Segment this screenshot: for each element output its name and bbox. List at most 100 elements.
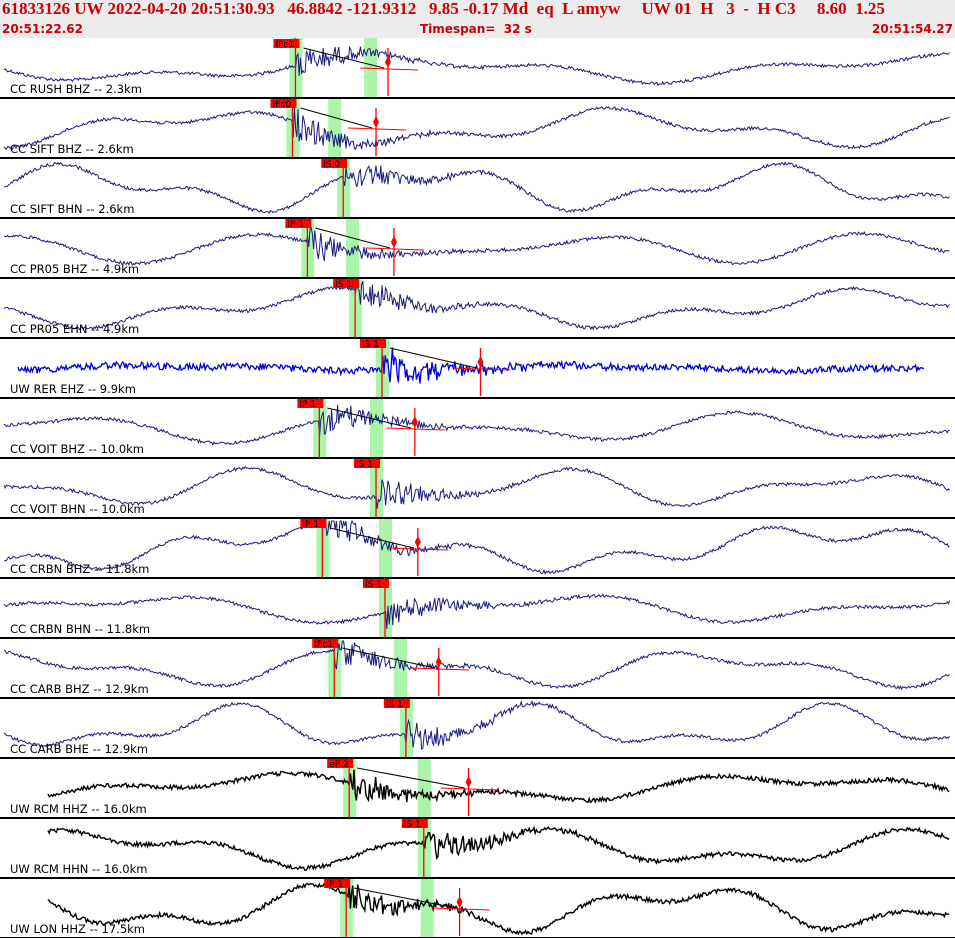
coda-diamond [435,656,442,668]
trace-label: CC SIFT BHZ -- 2.6km [10,142,134,156]
phase-window [378,518,392,578]
phase-pick-box [300,519,327,528]
phase-pick-box [401,819,428,828]
coda-duration-line [386,427,445,431]
phase-pick-box [297,399,324,408]
coda-diamond [477,356,484,368]
phase-pick-label: IPc1 [275,40,294,50]
coda-decay-curve [315,227,391,249]
phase-pick-label: IS 1 [356,460,373,470]
trace-label: CC VOIT BHZ -- 10.0km [10,442,144,456]
trace-label: UW RCM HHZ -- 16.0km [10,802,147,816]
trace-row[interactable]: IS 1 CC VOIT BHN -- 10.0km [0,458,955,519]
phase-pick-box [312,639,339,648]
phase-pick-label: IS 1 [386,700,403,710]
seismogram-line [3,465,950,509]
phase-window [370,398,384,458]
coda-decay-curve [327,407,411,429]
coda-decay-curve [354,887,456,909]
trace-row[interactable]: IP 1 UW LON HHZ -- 17.5km [0,878,955,938]
waveform-panel[interactable]: IPc1 CC RUSH BHZ -- 2.3km IPc0 CC SIFT BHZ … [0,38,955,938]
phase-window [346,218,360,278]
phase-pick-label: IP 1 [287,220,304,230]
coda-duration-line [440,787,499,791]
phase-pick-box [321,159,348,168]
coda-duration-line [410,667,469,671]
phase-pick-label: IPc1 [314,640,333,650]
trace-row[interactable]: IS 1 CC PR05 EHN -- 4.9km [0,278,955,339]
phase-pick-box [273,39,300,48]
phase-pick-label: IS 1 [404,820,421,830]
coda-duration-line [365,247,424,251]
trace-label: CC VOIT BHN -- 10.0km [10,502,145,516]
phase-pick-box [270,99,297,108]
trace-row[interactable]: IS 1 CC CARB BHE -- 12.9km [0,698,955,759]
seismogram-line [3,699,951,750]
coda-decay-curve [330,527,414,549]
coda-decay-curve [342,647,435,669]
coda-diamond [456,896,463,908]
phase-pick-label: IP 1 [302,520,319,530]
trace-row[interactable]: IP 1 CC PR05 BHZ -- 4.9km [0,218,955,279]
seismogram-line [47,881,950,936]
trace-row[interactable]: IP 1 CC VOIT BHZ -- 10.0km [0,398,955,459]
event-header: 61833126 UW 2022-04-20 20:51:30.93 46.88… [0,0,955,38]
phase-pick-box [285,219,312,228]
coda-duration-line [452,367,511,371]
seismogram-line [3,226,950,266]
seismogram-line [47,769,950,805]
trace-row[interactable]: IPc1 CC CARB BHZ -- 12.9km [0,638,955,699]
phase-pick-label: IS 1 [362,340,379,350]
phase-window [417,758,431,818]
coda-decay-curve [300,107,373,129]
trace-label: CC CARB BHE -- 12.9km [10,742,148,756]
seismogram-line [3,593,951,629]
seismogram-line [3,106,950,151]
phase-pick-box [354,459,381,468]
trace-label: CC PR05 EHN -- 4.9km [10,322,139,336]
phase-window [328,98,342,158]
trace-row[interactable]: IS 1 CC CRBN BHN -- 11.8km [0,578,955,639]
phase-pick-box [362,579,389,588]
trace-row[interactable]: IPc0 CC SIFT BHZ -- 2.6km [0,98,955,159]
window-start-time: 20:51:22.62 [2,22,83,36]
coda-decay-curve [357,767,465,789]
coda-duration-line [431,907,490,911]
seismogram-line [3,161,950,214]
timespan-label: Timespan= 32 s [420,22,532,36]
phase-pick-label: IS 0 [323,160,340,170]
coda-diamond [384,56,391,68]
trace-row[interactable]: IS 1 UW RCM HHN -- 16.0km [0,818,955,879]
trace-label: CC SIFT BHN -- 2.6km [10,202,134,216]
coda-diamond [373,116,380,128]
trace-row[interactable]: eP 2 UW RCM HHZ -- 16.0km [0,758,955,819]
coda-diamond [390,236,397,248]
phase-pick-label: IS 1 [365,580,382,590]
phase-pick-box [327,759,354,768]
phase-window [420,878,434,938]
trace-row[interactable]: IS 1 UW RER EHZ -- 9.9km [0,338,955,399]
phase-pick-box [360,339,386,348]
coda-diamond [414,536,421,548]
trace-row[interactable]: IP 1 CC CRBN BHZ -- 11.8km [0,518,955,579]
phase-pick-box [324,879,351,888]
trace-label: CC CRBN BHN -- 11.8km [10,622,150,636]
trace-label: UW LON HHZ -- 17.5km [10,922,145,936]
seismogram-line [3,280,950,331]
trace-row[interactable]: IS 0 CC SIFT BHN -- 2.6km [0,158,955,219]
coda-duration-line [348,127,407,131]
trace-label: CC PR05 BHZ -- 4.9km [10,262,139,276]
seismogram-line [3,519,950,575]
trace-label: CC CARB BHZ -- 12.9km [10,682,149,696]
trace-label: CC CRBN BHZ -- 11.8km [10,562,149,576]
event-summary-line: 61833126 UW 2022-04-20 20:51:30.93 46.88… [2,0,885,18]
phase-pick-box [333,279,360,288]
phase-pick-label: IS 1 [335,280,352,290]
phase-pick-label: IP 1 [326,880,343,890]
phase-pick-label: eP 2 [329,760,349,770]
trace-label: UW RER EHZ -- 9.9km [10,382,136,396]
seismogram-line [3,640,950,691]
coda-duration-line [389,547,448,551]
trace-row[interactable]: IPc1 CC RUSH BHZ -- 2.3km [0,38,955,99]
trace-label: CC RUSH BHZ -- 2.3km [10,82,142,96]
